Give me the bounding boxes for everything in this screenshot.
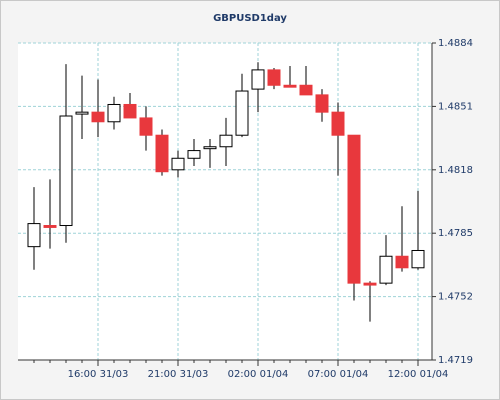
candle-body [299, 84, 313, 96]
x-tick-label: 02:00 01/04 [228, 369, 289, 380]
plot-area [18, 43, 432, 360]
chart-title: GBPUSD1day [213, 13, 287, 24]
candle-body [123, 103, 137, 119]
x-tick-label: 07:00 01/04 [308, 369, 369, 380]
y-tick-label: 1.4851 [438, 101, 473, 112]
candle-body [91, 111, 105, 123]
candle-body [235, 90, 249, 136]
candle-body [43, 225, 57, 228]
candle-body [139, 117, 153, 136]
y-tick-label: 1.4752 [438, 292, 473, 303]
candle-body [107, 103, 121, 123]
candle-body [75, 111, 89, 115]
candle-body [363, 282, 377, 286]
y-tick-label: 1.4818 [438, 165, 473, 176]
y-tick-label: 1.4785 [438, 228, 473, 239]
candle-body [411, 249, 425, 269]
candle-body [219, 134, 233, 148]
candle-body [267, 69, 281, 86]
candle-body [59, 115, 73, 227]
candle-body [155, 134, 169, 173]
x-tick-label: 21:00 31/03 [148, 369, 209, 380]
candle-body [251, 69, 265, 90]
candle-body [347, 134, 361, 284]
candle-body [315, 94, 329, 113]
candle-body [171, 157, 185, 171]
y-tick-label: 1.4719 [438, 355, 473, 366]
x-tick-label: 16:00 31/03 [68, 369, 129, 380]
y-tick-label: 1.4884 [438, 38, 473, 49]
candle-body [187, 150, 201, 159]
x-tick-label: 12:00 01/04 [388, 369, 449, 380]
candle-body [331, 111, 345, 136]
candle-body [395, 255, 409, 269]
candle-body [203, 146, 217, 150]
candle-body [379, 255, 393, 284]
candle-body [27, 223, 41, 248]
candle-body [283, 84, 297, 88]
